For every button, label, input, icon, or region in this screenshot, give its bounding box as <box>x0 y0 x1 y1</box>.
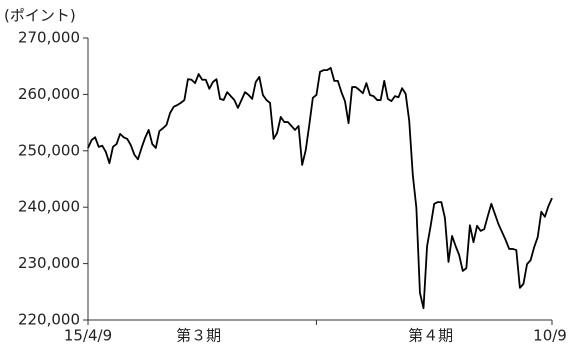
y-tick-label: 230,000 <box>18 254 80 272</box>
line <box>87 66 553 310</box>
x-tick-label: 第３期 <box>176 327 221 345</box>
y-tick-label: 250,000 <box>18 141 80 159</box>
x-tick-label: 10/9 <box>533 327 567 345</box>
y-tick-label: 240,000 <box>18 198 80 216</box>
y-tick-label: 260,000 <box>18 85 80 103</box>
y-tick-label: 270,000 <box>18 29 80 47</box>
x-tick-label: 15/4/9 <box>64 327 112 345</box>
y-tick-label: 220,000 <box>18 311 80 329</box>
x-tick-label: 第４期 <box>408 327 453 345</box>
y-axis-label: (ポイント) <box>4 7 76 25</box>
